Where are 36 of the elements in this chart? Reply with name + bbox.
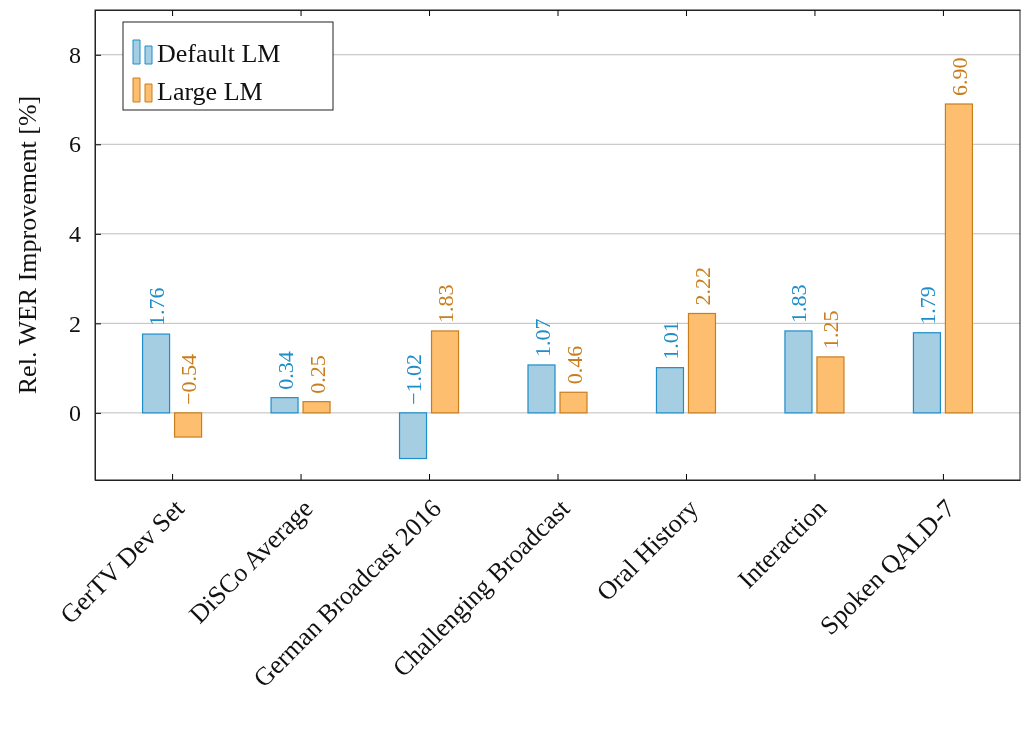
data-label: −1.02 [401,353,427,405]
legend-label: Default LM [157,39,281,68]
data-label: 1.79 [914,286,940,325]
data-label: 1.01 [657,321,683,360]
data-label: 1.83 [433,284,459,323]
y-tick-label: 0 [69,400,81,427]
data-label: 0.46 [561,345,587,385]
bar [173,412,203,438]
y-axis-title: Rel. WER Improvement [%] [13,95,42,395]
bar [655,367,685,414]
bar [944,103,974,414]
bar [816,356,845,414]
bar [559,391,588,414]
y-tick-label: 4 [69,220,81,247]
bar [687,312,717,414]
bar [398,412,428,460]
data-label: 1.25 [818,310,844,349]
bar [784,330,813,414]
bar [527,364,556,414]
bar [270,397,299,414]
data-label: 2.22 [689,266,715,306]
y-tick-label: 6 [69,131,81,158]
data-label: 1.07 [529,318,555,357]
y-tick-label: 2 [69,310,81,337]
bar [141,333,171,414]
data-label: 1.76 [144,287,170,327]
bar [430,330,460,414]
bar [912,332,942,414]
data-label: 0.25 [304,355,330,394]
data-label: 6.90 [946,57,972,96]
data-label: 1.83 [786,284,812,323]
data-label: 0.34 [272,351,298,390]
bar [302,401,331,414]
data-label: −0.54 [176,353,202,405]
y-tick-label: 8 [69,41,81,68]
legend-label: Large LM [157,77,263,106]
